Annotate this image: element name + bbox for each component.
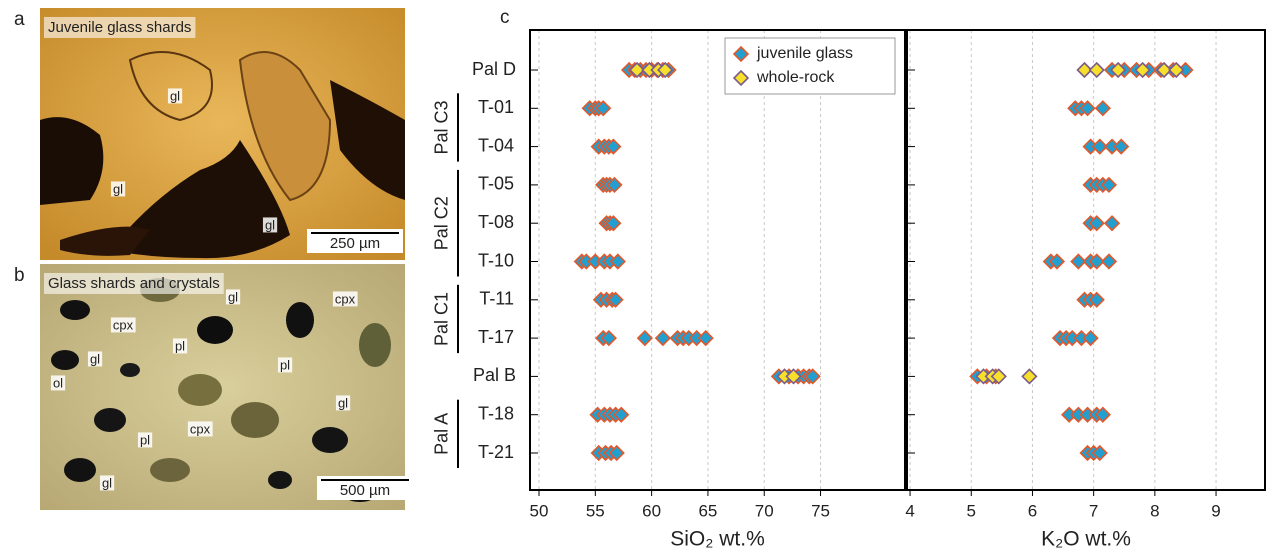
image-label: ol [53,375,63,390]
y-tick-label: T-05 [478,174,514,194]
image-label: gl [265,217,275,232]
x-tick-label: 7 [1089,501,1098,520]
x-tick-label: 8 [1150,501,1159,520]
x-tick-label: 55 [586,501,605,520]
panel-letter: b [14,265,25,286]
image-label: gl [228,289,238,304]
data-point [656,331,670,345]
data-point [1096,101,1110,115]
image-label: cpx [190,421,211,436]
group-label: Pal C2 [432,196,452,250]
y-tick-label: T-01 [478,97,514,117]
image-label: gl [170,88,180,103]
y-tick-label: T-11 [479,289,514,309]
legend-label: juvenile glass [756,45,853,62]
y-tick-label: T-04 [478,135,514,155]
micrograph-a [40,8,405,260]
scale-label: 500 µm [340,482,390,499]
data-point [1090,63,1104,77]
image-label: gl [102,475,112,490]
image-label: pl [140,432,150,447]
x-tick-label: 4 [905,501,914,520]
x-tick-label: 75 [811,501,830,520]
y-tick-label: T-10 [478,250,514,270]
x-tick-label: 6 [1028,501,1037,520]
panel-letter: a [14,9,25,30]
data-point [1102,255,1116,269]
figure: a Juvenile glass shards gl gl gl 250 µm b Glass… [0,0,1271,554]
image-label: pl [280,357,290,372]
y-tick-label: T-17 [478,327,514,347]
y-tick-label: Pal B [473,365,516,385]
x-axis-label: SiO₂ wt.% [670,528,765,551]
y-tick-label: T-21 [478,442,514,462]
group-label: Pal C3 [432,100,452,154]
image-label: gl [113,181,123,196]
group-label: Pal C1 [432,292,452,346]
x-tick-label: 50 [530,501,549,520]
data-point [1084,331,1098,345]
x-tick-label: 60 [642,501,661,520]
data-point [638,331,652,345]
image-caption: Glass shards and crystals [48,275,220,292]
group-label: Pal A [432,413,452,455]
x-tick-label: 5 [967,501,976,520]
image-caption: Juvenile glass shards [48,19,191,36]
data-point [1105,216,1119,230]
panel-letter: c [500,7,510,28]
image-label: cpx [335,291,356,306]
data-point [1114,140,1128,154]
image-label: pl [175,338,185,353]
x-tick-label: 70 [755,501,774,520]
data-point [1022,369,1036,383]
y-tick-label: Pal D [472,59,516,79]
y-tick-label: T-18 [478,403,514,423]
image-label: gl [338,395,348,410]
legend-label: whole-rock [756,69,835,86]
image-label: cpx [113,317,134,332]
x-axis-label: K₂O wt.% [1041,528,1131,551]
scale-label: 250 µm [330,235,380,252]
x-tick-label: 65 [698,501,717,520]
y-tick-label: T-08 [478,212,514,232]
image-label: gl [90,351,100,366]
data-point [699,331,713,345]
x-tick-label: 9 [1211,501,1220,520]
